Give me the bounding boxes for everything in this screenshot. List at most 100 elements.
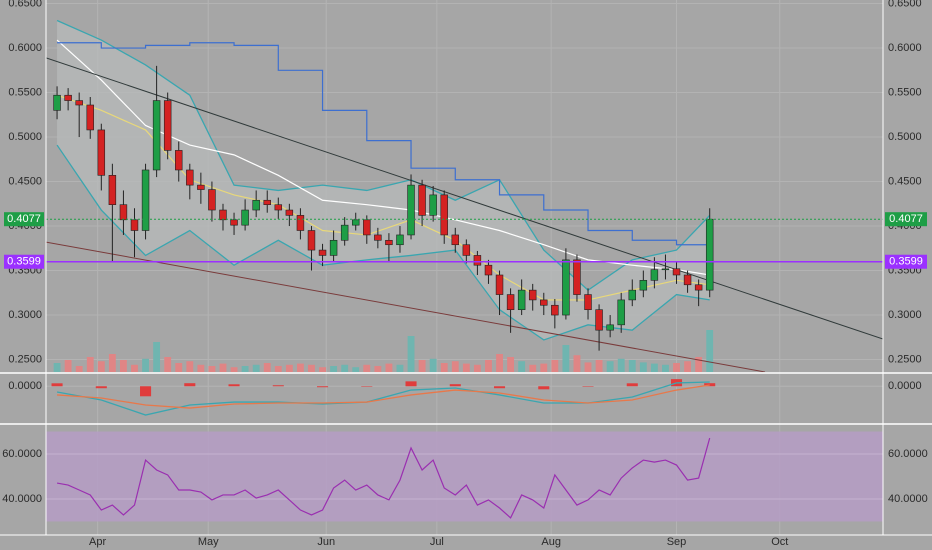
volume-bar bbox=[153, 342, 161, 372]
y-tick-label: 0.5000 bbox=[8, 131, 42, 143]
volume-bar bbox=[617, 358, 625, 372]
volume-bar bbox=[639, 362, 647, 372]
volume-bar bbox=[684, 361, 692, 372]
volume-bar bbox=[75, 366, 83, 372]
candle-body bbox=[517, 289, 526, 311]
volume-bar bbox=[485, 360, 492, 372]
volume-bar bbox=[385, 363, 393, 372]
macd-histogram-bar bbox=[140, 386, 152, 397]
volume-bar bbox=[518, 361, 526, 372]
level-label: 0.4077 bbox=[889, 213, 923, 225]
candle-body bbox=[64, 94, 72, 101]
x-tick-label: Oct bbox=[771, 536, 788, 548]
candle-body bbox=[296, 215, 305, 231]
y-tick-label: 0.4500 bbox=[8, 175, 42, 187]
volume-bar bbox=[562, 345, 570, 372]
level-label: 0.3599 bbox=[889, 256, 923, 268]
volume-bar bbox=[473, 364, 481, 372]
volume-bar bbox=[86, 357, 94, 372]
volume-bar bbox=[97, 361, 105, 372]
volume-bar bbox=[131, 364, 138, 372]
candle-body bbox=[86, 104, 94, 131]
x-tick-label: Apr bbox=[89, 536, 106, 548]
macd-histogram-bar bbox=[317, 386, 329, 388]
volume-bar bbox=[219, 363, 227, 372]
macd-histogram-bar bbox=[582, 386, 594, 387]
volume-bar bbox=[296, 363, 304, 372]
candle-body bbox=[418, 184, 426, 216]
volume-bar bbox=[274, 366, 282, 372]
candle-body bbox=[385, 239, 393, 246]
rsi-band bbox=[46, 431, 883, 522]
candle-body bbox=[175, 150, 183, 171]
y-tick-label: 0.3000 bbox=[888, 309, 922, 321]
volume-bar bbox=[285, 364, 293, 372]
volume-bar bbox=[363, 364, 371, 372]
x-tick-label: Aug bbox=[541, 536, 561, 548]
y-tick-label: 0.6000 bbox=[888, 42, 922, 54]
candle-body bbox=[484, 264, 493, 276]
candle-body bbox=[53, 94, 61, 111]
macd-histogram-bar bbox=[51, 383, 63, 387]
macd-panel bbox=[51, 379, 716, 416]
volume-bar bbox=[706, 330, 714, 372]
y-tick-label: 0.6000 bbox=[8, 42, 42, 54]
candle-body bbox=[318, 249, 327, 256]
volume-bar bbox=[595, 360, 603, 372]
volume-bar bbox=[507, 357, 515, 372]
candle-body bbox=[219, 209, 227, 221]
volume-bar bbox=[374, 366, 382, 372]
candle-body bbox=[307, 230, 316, 251]
candle-body bbox=[540, 299, 548, 306]
volume-bar bbox=[330, 366, 338, 372]
candle-body bbox=[208, 189, 216, 211]
candle-body bbox=[75, 100, 83, 106]
y-tick-label: 40.0000 bbox=[888, 493, 928, 505]
y-tick-label: 0.5500 bbox=[888, 86, 922, 98]
frame bbox=[0, 0, 932, 536]
volume-bar bbox=[496, 354, 503, 372]
volume-bar bbox=[695, 357, 703, 372]
y-tick-label: 0.4500 bbox=[888, 175, 922, 187]
volume-bar bbox=[319, 367, 326, 372]
candle-body bbox=[197, 184, 205, 190]
volume-bar bbox=[308, 364, 315, 372]
volume-bar bbox=[650, 363, 658, 372]
macd-histogram-bar bbox=[626, 383, 638, 387]
candle-body bbox=[97, 129, 106, 176]
volume-bar bbox=[551, 360, 559, 372]
macd-histogram-bar bbox=[95, 386, 107, 389]
rsi-line bbox=[56, 437, 711, 519]
candle-body bbox=[639, 280, 648, 291]
candle-body bbox=[351, 219, 360, 226]
y-tick-label: 0.6500 bbox=[8, 0, 42, 9]
macd-histogram-bar bbox=[493, 386, 506, 389]
volume-bar bbox=[429, 358, 437, 372]
candle-body bbox=[462, 244, 471, 256]
candle-body bbox=[705, 218, 714, 291]
y-tick-label: 0.2500 bbox=[8, 353, 42, 365]
volume-bar bbox=[64, 360, 72, 372]
volume-bar bbox=[108, 354, 116, 372]
candle-body bbox=[506, 294, 515, 311]
price-panel bbox=[46, 19, 883, 372]
x-tick-label: Sep bbox=[667, 536, 687, 548]
candle-body bbox=[363, 219, 371, 236]
candle-body bbox=[617, 299, 625, 326]
y-tick-label: 40.0000 bbox=[2, 493, 42, 505]
candle-body bbox=[263, 199, 271, 205]
bollinger-upper bbox=[56, 19, 711, 291]
candle-body bbox=[396, 234, 404, 246]
y-tick-label: 0.0000 bbox=[888, 380, 922, 392]
trend-line bbox=[46, 241, 766, 372]
volume-bar bbox=[451, 361, 459, 372]
candle-body bbox=[374, 234, 382, 241]
candle-body bbox=[551, 304, 559, 316]
candle-body bbox=[119, 204, 128, 221]
rsi-panel bbox=[46, 431, 883, 522]
level-label: 0.3599 bbox=[7, 256, 41, 268]
candle-body bbox=[230, 219, 238, 226]
level-tag bbox=[885, 254, 927, 269]
moving-average bbox=[57, 42, 710, 246]
